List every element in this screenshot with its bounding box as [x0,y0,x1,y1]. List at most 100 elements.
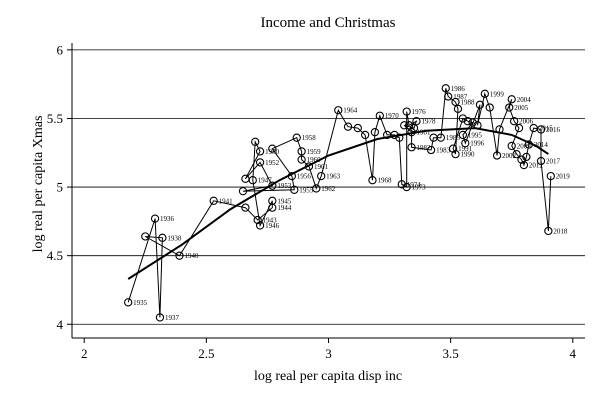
point-label: 1970 [385,112,400,120]
data-point [297,155,306,164]
x-tick-label: 4 [570,346,577,361]
data-point [473,121,482,130]
data-point [451,149,460,159]
data-point [175,251,184,260]
y-tick-label: 4.5 [47,248,63,263]
point-label: 1963 [326,173,341,181]
x-tick-label: 3 [325,346,332,361]
data-point [353,123,362,133]
point-label: 1944 [277,204,292,212]
data-point [360,130,370,140]
point-label: 2005 [514,104,529,112]
data-point [519,160,529,170]
point-label: 2014 [534,141,549,149]
data-point [522,152,531,162]
data-point [253,215,262,225]
point-label: 1958 [302,134,317,142]
data-point [395,133,404,142]
point-label: 2004 [517,96,532,104]
connecting-line [127,88,552,318]
point-label: 2016 [546,126,561,134]
point-label: 1981 [417,129,432,137]
data-point [492,151,502,160]
point-label: 1999 [490,90,505,98]
point-label: 1986 [451,85,466,93]
data-point [507,141,516,151]
data-point [407,128,416,137]
data-point [475,100,485,109]
data-point [124,298,133,307]
data-point [287,171,297,181]
data-point [512,149,521,159]
y-tick-label: 5 [57,180,64,195]
data-point [158,233,167,242]
data-point [536,125,546,134]
data-point [495,125,504,134]
data-point [436,133,446,142]
point-label: 1973 [412,184,427,192]
point-label: 1953 [277,182,292,190]
data-point [141,232,150,241]
data-point [312,184,321,193]
point-label: 1964 [343,107,358,115]
point-label: 1976 [412,108,427,116]
data-point [485,103,494,112]
point-label: 1995 [468,131,483,139]
data-point [444,92,453,101]
data-point [400,121,409,130]
point-label: 1941 [219,197,234,205]
y-axis-label: log real per capita Xmas [31,116,46,253]
data-point [343,122,353,131]
point-label: 1988 [461,99,476,107]
point-label: 1936 [160,215,175,223]
point-label: 1960 [307,156,322,164]
data-point [407,143,416,152]
point-label: 1991 [458,145,473,153]
point-label: 1935 [133,299,148,307]
data-point [209,196,218,205]
point-label: 1974 [407,181,422,189]
point-label: 2018 [553,227,568,235]
x-tick-label: 2 [81,346,88,361]
data-point [402,107,411,116]
data-point [397,180,406,189]
data-point [409,123,419,133]
point-label: 1983 [436,147,451,155]
data-point [544,226,553,236]
point-label: 2015 [539,125,554,133]
data-point [448,144,458,153]
data-point [334,106,343,115]
point-label: 1982 [417,144,432,152]
data-point [463,117,472,126]
data-point [524,140,533,149]
data-point [441,84,450,93]
point-label: 1961 [314,163,329,171]
data-point [458,130,468,140]
data-point [546,171,555,181]
data-point [458,114,468,123]
data-point [268,181,277,190]
point-label: 2017 [546,158,561,166]
data-point [155,313,165,322]
data-point [255,158,265,167]
gridlines [72,49,585,325]
point-label: 1952 [265,159,280,167]
data-point [536,156,546,166]
data-point [255,221,265,230]
point-label: 1947 [258,177,273,185]
data-point [241,203,250,212]
data-point [517,155,526,164]
x-tick-label: 3.5 [443,346,459,361]
point-label: 1959 [307,148,322,156]
data-point [370,128,380,137]
point-label: 1968 [377,177,392,185]
point-label: 1937 [165,314,180,322]
data-point [461,139,470,148]
data-point [507,95,516,104]
point-label: 1962 [321,185,336,193]
data-point [255,147,265,156]
chart-title: Income and Christmas [261,15,396,31]
